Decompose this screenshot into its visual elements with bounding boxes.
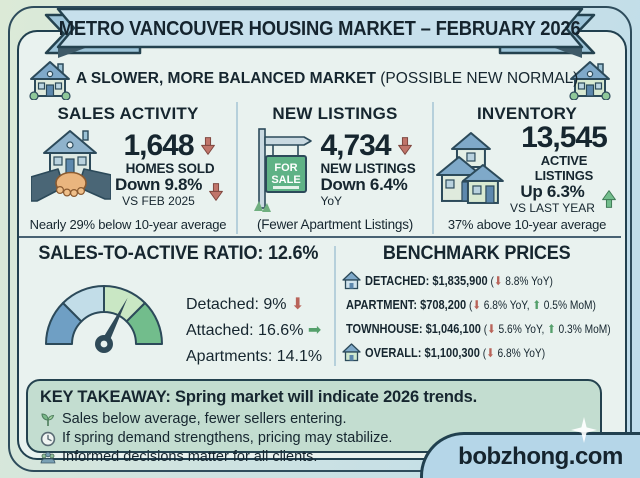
- down-arrow-icon: ⬇: [487, 321, 496, 336]
- for-sale-sign-icon: FOR SALE: [254, 128, 313, 212]
- people-icon: [40, 451, 56, 463]
- right-arrow-icon: ➡: [307, 322, 322, 339]
- inventory-caption: 37% above 10-year average: [447, 217, 607, 232]
- new-listings-label: NEW LISTINGS: [320, 160, 416, 176]
- up-arrow-icon: ⬆: [547, 321, 556, 336]
- ratio-legend: Detached: 9% ⬇ Attached: 16.6% ➡ Apartme…: [186, 292, 322, 370]
- new-listings-change-sub: YoY: [320, 193, 343, 208]
- page-title: METRO VANCOUVER HOUSING MARKET – FEBRUAR…: [59, 17, 581, 40]
- house-icon: [342, 271, 361, 290]
- trend-up-icon: [602, 190, 616, 208]
- subtitle-normal: (POSSIBLE NEW NORMAL): [375, 70, 579, 87]
- down-arrow-icon: ⬇: [493, 273, 503, 288]
- active-listings-value: 13,545: [521, 121, 608, 154]
- vertical-divider: [334, 246, 336, 366]
- homes-sold-value: 1,648: [123, 128, 194, 162]
- benchmark-row-townhouse: TOWNHOUSE: $1,046,100 (⬇ 5.6% YoY, ⬆ 0.3…: [342, 319, 618, 338]
- benchmark-row-overall: OVERALL: $1,100,300 (⬇ 6.8% YoY): [342, 343, 618, 362]
- benchmark-row-detached: DETACHED: $1,835,900 (⬇ 8.8% YoY): [342, 271, 618, 290]
- sales-activity-column: SALES ACTIVITY: [20, 102, 238, 234]
- svg-text:FOR: FOR: [275, 162, 298, 174]
- new-listings-heading: NEW LISTINGS: [272, 104, 398, 123]
- house-icon: [29, 61, 71, 100]
- outer-frame: [8, 6, 632, 472]
- new-listings-column: NEW LISTINGS FOR SALE 4,734: [238, 102, 434, 234]
- site-url: bobzhong.com: [458, 442, 623, 470]
- new-listings-change: Down 6.4%: [320, 174, 408, 194]
- subtitle: A SLOWER, MORE BALANCED MARKET (POSSIBLE…: [76, 70, 578, 88]
- benchmark-heading: BENCHMARK PRICES: [383, 243, 571, 264]
- clock-icon: [40, 431, 56, 446]
- house-icon: [569, 61, 611, 100]
- active-listings-label: ACTIVE LISTINGS: [534, 153, 594, 183]
- sales-change: Down 9.8%: [114, 174, 203, 194]
- down-arrow-icon: ⬇: [486, 345, 495, 360]
- new-listings-value: 4,734: [320, 128, 391, 162]
- sales-change-sub: VS FEB 2025: [122, 193, 195, 208]
- ratio-apartments: Apartments: 14.1%: [186, 348, 323, 365]
- benchmark-row-apartment: APARTMENT: $708,200 (⬇ 6.8% YoY, ⬆ 0.5% …: [346, 296, 596, 312]
- takeaway-title: KEY TAKEAWAY: Spring market will indicat…: [40, 388, 477, 406]
- sales-caption: Nearly 29% below 10-year average: [29, 217, 227, 232]
- trend-down-icon: [397, 136, 412, 155]
- down-arrow-icon: ⬇: [290, 296, 305, 313]
- stats-row: SALES ACTIVITY: [20, 102, 620, 234]
- up-arrow-icon: ⬆: [532, 297, 541, 312]
- takeaway-bullet-1: Sales below average, fewer sellers enter…: [40, 410, 588, 429]
- inventory-heading: INVENTORY: [476, 104, 578, 123]
- ratio-attached: Attached: 16.6% ➡: [186, 322, 322, 339]
- site-tab: bobzhong.com: [420, 432, 640, 478]
- ribbon-banner: [44, 7, 596, 58]
- handshake-house-icon: [30, 130, 111, 202]
- horizontal-divider: [19, 236, 621, 238]
- takeaway-bullet-2: If spring demand strengthens, pricing ma…: [40, 429, 588, 448]
- houses-cluster-icon: [436, 132, 504, 204]
- ratio-heading: SALES-TO-ACTIVE RATIO: 12.6%: [38, 243, 318, 264]
- homes-sold-label: HOMES SOLD: [125, 160, 215, 176]
- sales-activity-heading: SALES ACTIVITY: [57, 104, 199, 123]
- inventory-change: Up 6.3%: [520, 182, 585, 201]
- svg-text:SALE: SALE: [272, 174, 301, 186]
- trend-down-icon: [209, 182, 223, 201]
- trend-down-icon: [200, 136, 215, 155]
- gauge-needle: [100, 297, 128, 346]
- inventory-column: INVENTORY 13,545: [434, 102, 620, 234]
- benchmark-list: DETACHED: $1,835,900 (⬇ 8.8% YoY) APARTM…: [342, 271, 618, 367]
- sprout-icon: [41, 412, 55, 426]
- ratio-detached: Detached: 9% ⬇: [186, 296, 305, 313]
- down-arrow-icon: ⬇: [472, 297, 481, 312]
- new-listings-caption: (Fewer Apartment Listings): [256, 217, 414, 232]
- ratio-gauge: [45, 285, 163, 353]
- inventory-change-sub: VS LAST YEAR: [509, 201, 595, 215]
- takeaway-bullet-3: Informed decisions matter for all client…: [40, 448, 588, 467]
- house-icon: [342, 343, 361, 362]
- subtitle-bold: A SLOWER, MORE BALANCED MARKET: [76, 70, 376, 87]
